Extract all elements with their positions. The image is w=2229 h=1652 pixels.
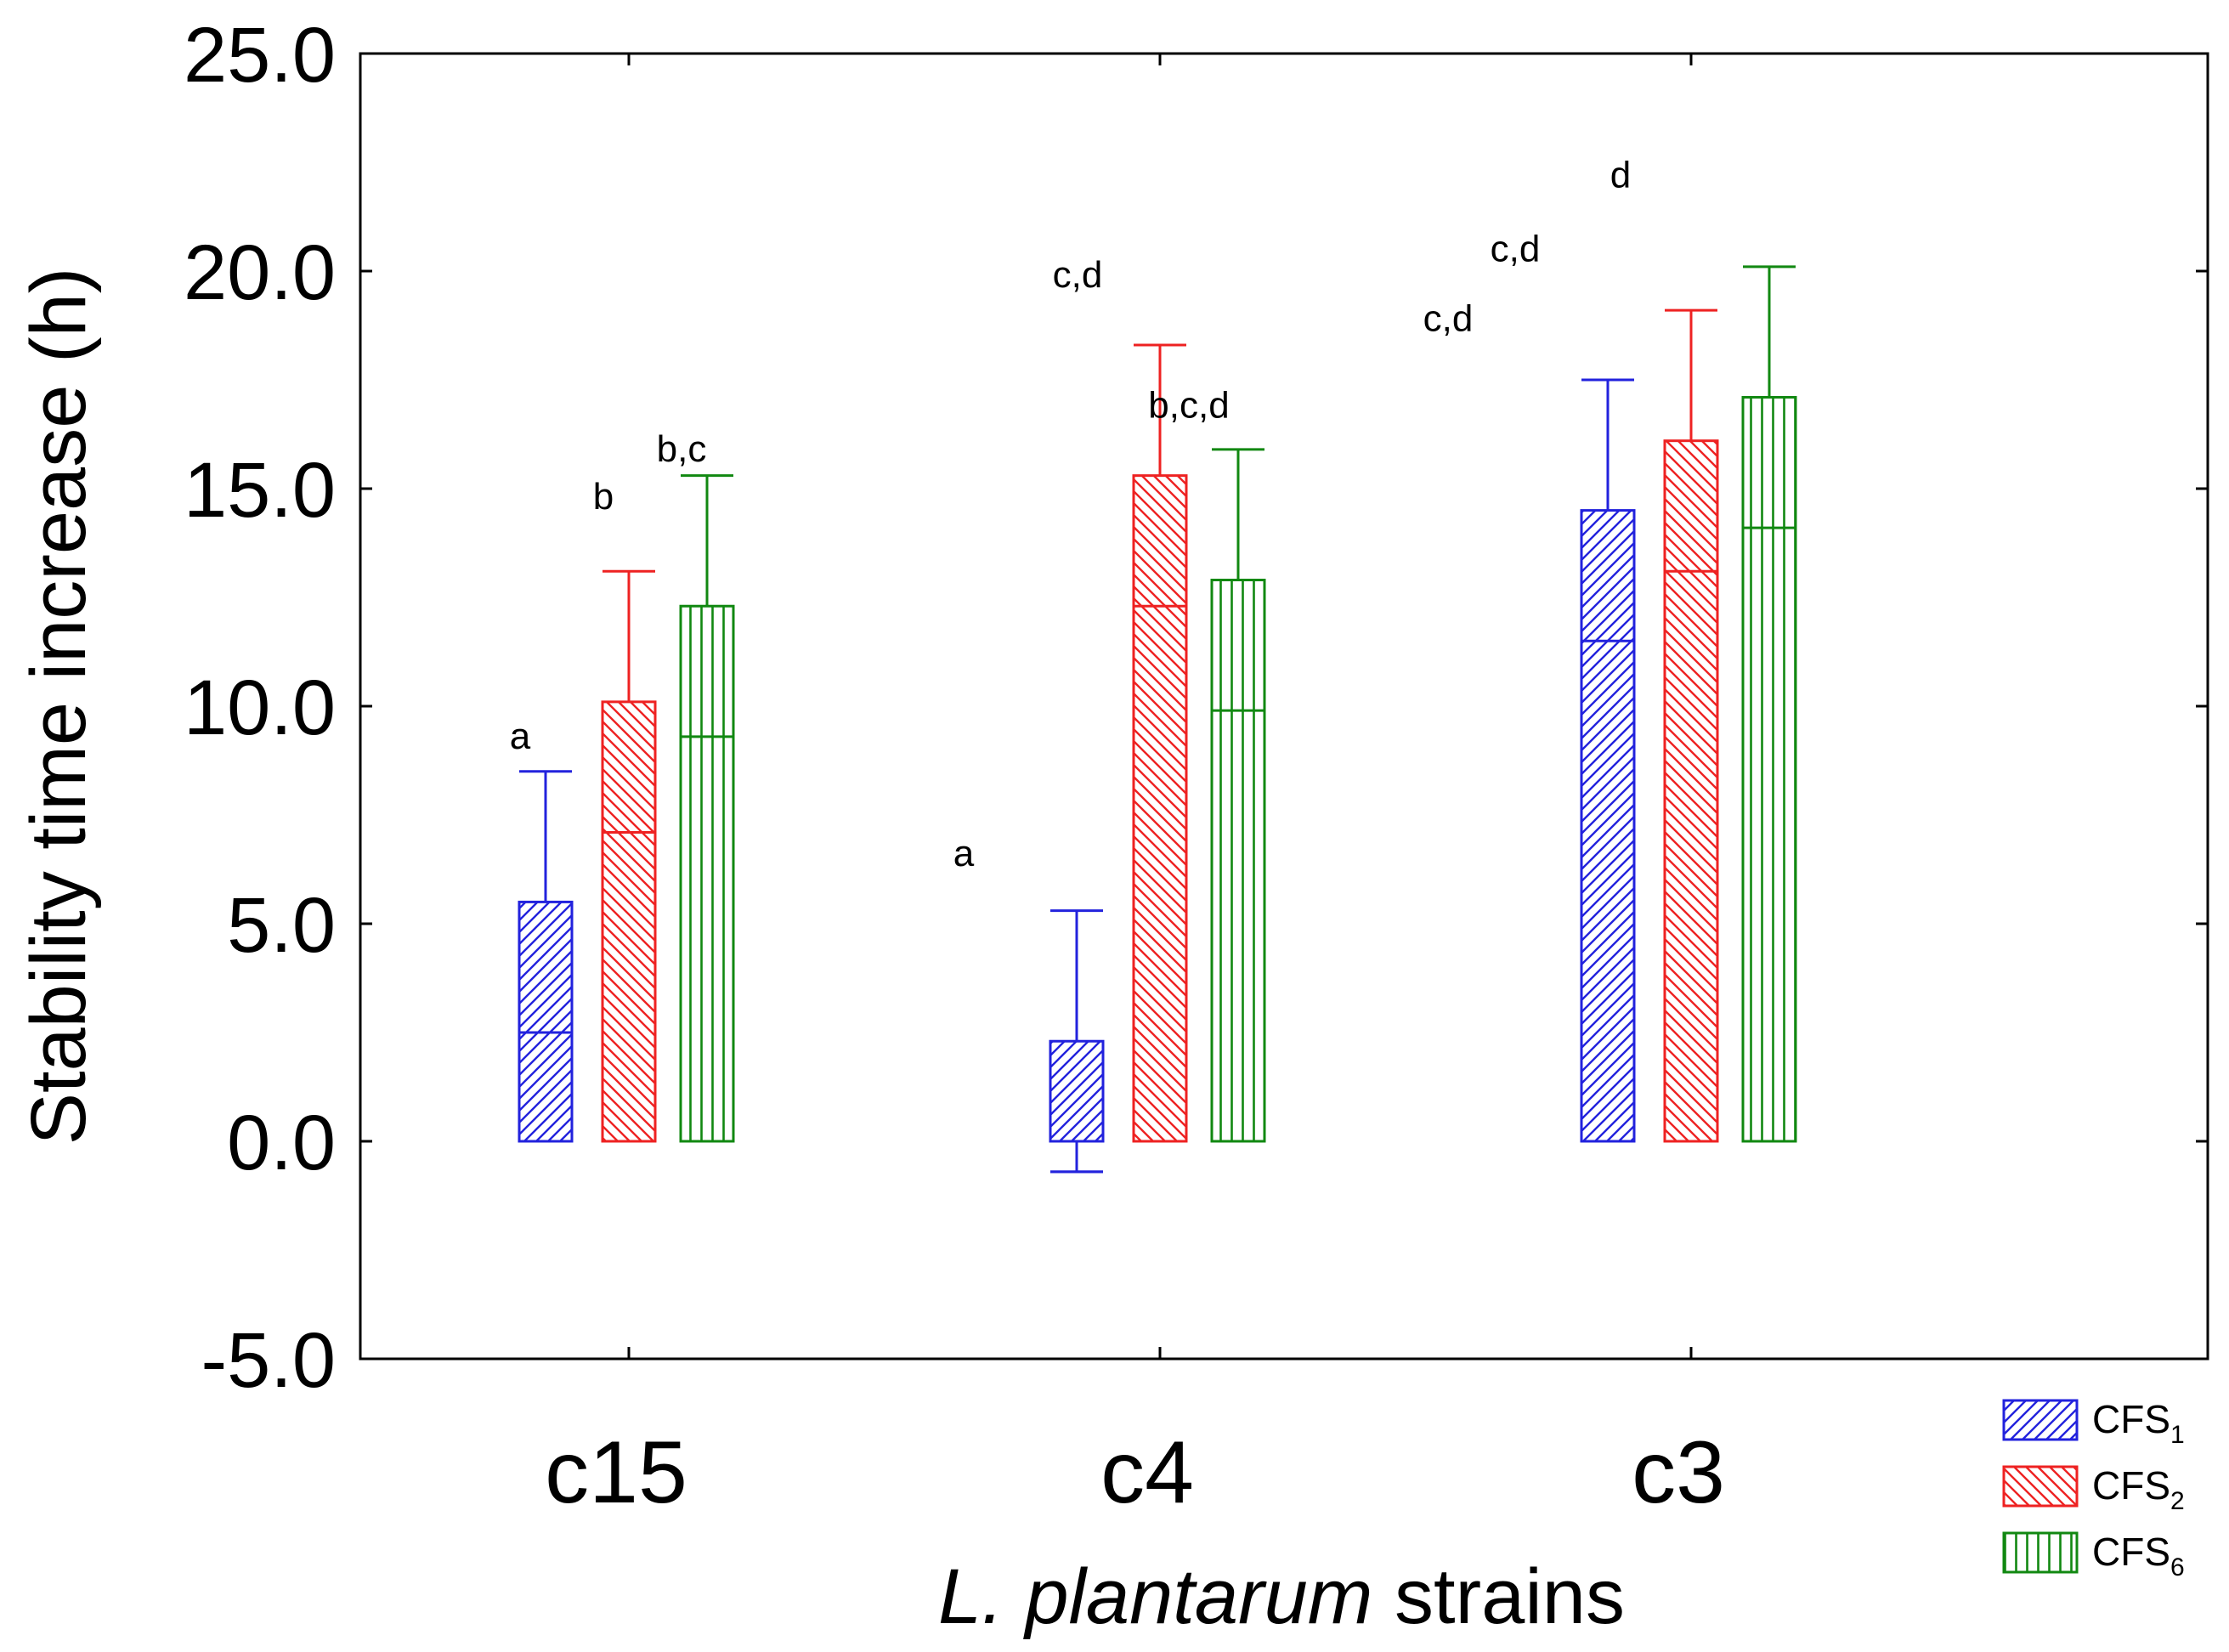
legend-label-subscript: 1 [2170, 1421, 2185, 1449]
y-axis-title: Stability time increase (h) [15, 268, 102, 1146]
bar [1580, 509, 1636, 1143]
y-tick-label: 15.0 [184, 447, 336, 534]
legend-swatch [2002, 1399, 2079, 1441]
y-tick-label: 10.0 [184, 665, 336, 751]
significance-letter: a [510, 716, 531, 757]
significance-letter: c,d [1423, 297, 1474, 339]
significance-letter: a [953, 833, 975, 874]
bar [1132, 474, 1188, 1143]
y-tick-label: 25.0 [184, 12, 336, 99]
y-tick-label: 20.0 [184, 229, 336, 316]
legend-label: CFS1 [2092, 1397, 2185, 1449]
y-tick-label: 0.0 [227, 1100, 336, 1186]
significance-letter: b,c [657, 428, 707, 470]
significance-letter: b,c,d [1148, 385, 1229, 427]
y-tick-label: -5.0 [201, 1317, 336, 1404]
legend-label-base: CFS [2092, 1530, 2170, 1574]
y-axis: -5.0 0.0 5.0 10.0 15.0 20.0 25.0 [184, 12, 2208, 1404]
legend-swatch [2002, 1531, 2079, 1574]
y-tick-label: 5.0 [227, 882, 336, 969]
legend-label-base: CFS [2092, 1397, 2170, 1441]
significance-letter: c,d [1491, 228, 1541, 269]
x-axis-title-italic: L. plantarum [938, 1553, 1372, 1640]
significance-letter: c,d [1053, 254, 1103, 296]
x-axis-title: L. plantarum strains [938, 1553, 1625, 1640]
bar [1663, 439, 1719, 1143]
legend-label-subscript: 6 [2170, 1553, 2185, 1581]
bar [518, 900, 574, 1143]
bars-layer [518, 265, 1797, 1174]
bar [1049, 1039, 1105, 1143]
bar [679, 604, 735, 1143]
bar [1741, 395, 1797, 1143]
legend-label-subscript: 2 [2170, 1487, 2185, 1515]
legend-label-base: CFS [2092, 1463, 2170, 1508]
x-category-label: c3 [1632, 1423, 1725, 1522]
x-axis-title-rest: strains [1372, 1553, 1625, 1640]
legend-swatch [2002, 1465, 2079, 1508]
legend-label: CFS2 [2092, 1463, 2185, 1515]
bar [1210, 579, 1266, 1143]
significance-letters: a a c,d b c,d c,d b,c b,c,d d [510, 154, 1631, 874]
bar [601, 700, 657, 1143]
significance-letter: b [593, 476, 614, 518]
legend-label: CFS6 [2092, 1530, 2185, 1581]
x-axis: c15 c4 c3 [545, 54, 1725, 1522]
x-category-label: c15 [545, 1423, 687, 1522]
significance-letter: d [1610, 154, 1631, 195]
x-category-label: c4 [1100, 1423, 1194, 1522]
